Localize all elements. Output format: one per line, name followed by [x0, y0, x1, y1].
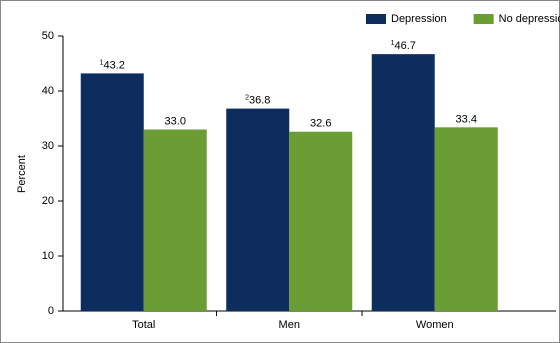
- y-tick-label: 10: [42, 250, 54, 262]
- value-label-text: 36.8: [249, 95, 270, 107]
- bar: [226, 108, 290, 311]
- footnote-marker: 2: [245, 94, 249, 101]
- y-tick-label: 0: [48, 305, 54, 317]
- bar: [289, 131, 353, 311]
- y-tick-label: 40: [42, 85, 54, 97]
- y-tick-label: 50: [42, 30, 54, 42]
- legend-label: Depression: [391, 13, 447, 25]
- value-label: 146.7: [391, 40, 416, 52]
- bar: [143, 129, 207, 311]
- value-label-text: 43.2: [103, 59, 124, 71]
- value-label: 33.0: [165, 115, 186, 127]
- value-label: 33.4: [456, 113, 477, 125]
- x-tick-label: Women: [416, 319, 454, 331]
- bar: [434, 127, 498, 311]
- value-label: 143.2: [100, 59, 125, 71]
- bar: [80, 73, 144, 312]
- y-tick-label: 20: [42, 195, 54, 207]
- legend-label: No depression: [499, 13, 560, 25]
- value-label-text: 33.0: [165, 115, 186, 127]
- value-label-text: 46.7: [394, 40, 415, 52]
- x-tick-label: Men: [279, 319, 300, 331]
- value-label: 32.6: [310, 118, 331, 130]
- legend-swatch: [366, 14, 386, 24]
- bar: [371, 54, 435, 312]
- x-tick-label: Total: [132, 319, 155, 331]
- value-label-text: 32.6: [310, 118, 331, 130]
- value-label-text: 33.4: [456, 113, 477, 125]
- y-tick-label: 30: [42, 140, 54, 152]
- footnote-marker: 1: [391, 40, 395, 47]
- legend-swatch: [473, 14, 494, 24]
- value-label: 236.8: [245, 94, 270, 106]
- y-axis-label: Percent: [16, 155, 28, 193]
- footnote-marker: 1: [100, 59, 104, 66]
